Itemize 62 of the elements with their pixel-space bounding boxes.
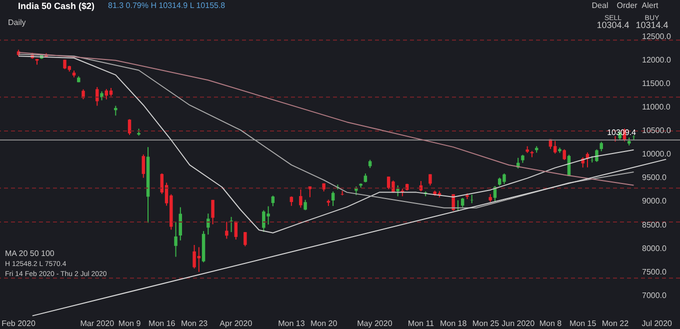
x-tick-label: Mon 16 (148, 319, 176, 328)
candlestick (174, 221, 178, 258)
candlestick (114, 105, 118, 116)
x-tick-label: Mon 15 (570, 319, 597, 328)
y-tick-label: 11000.0 (642, 102, 671, 112)
x-tick-label: Mon 25 (472, 319, 500, 328)
y-tick-label: 10000.0 (642, 150, 672, 159)
candlestick (206, 213, 210, 236)
candlestick (396, 184, 400, 197)
candlestick (553, 140, 557, 154)
candlestick (142, 154, 146, 178)
y-tick-label: 7500.0 (642, 267, 668, 276)
candlestick (290, 196, 294, 206)
chart-subtitle: 81.3 0.79% H 10314.9 L 10155.8 (108, 1, 226, 10)
candlestick (82, 88, 85, 100)
candlestick (230, 216, 233, 233)
x-tick-label: Mon 22 (602, 319, 630, 328)
x-tick-label: Jul 2020 (642, 319, 673, 328)
candlestick (104, 88, 108, 100)
y-tick-label: 12000.0 (642, 55, 672, 64)
candlestick (304, 199, 307, 211)
x-tick-label: Feb 2020 (2, 319, 36, 328)
candlestick (460, 198, 464, 208)
annotation: 10314.4 (636, 20, 668, 30)
x-tick-label: Mon 13 (278, 319, 306, 328)
candlestick (211, 199, 214, 225)
x-tick-label: Apr 2020 (220, 319, 253, 328)
candlestick (225, 221, 228, 240)
chart-title: India 50 Cash ($2) (18, 1, 95, 11)
y-tick-label: 11500.0 (642, 78, 671, 88)
candlestick (244, 232, 247, 247)
y-tick-label: 8000.0 (642, 244, 668, 253)
annotation: 10304.4 (596, 20, 630, 30)
candlestick (96, 86, 99, 106)
annotation: Deal (592, 1, 608, 10)
candlestick (331, 190, 335, 206)
annotation: MA 20 50 100 (5, 249, 55, 258)
candlestick (299, 188, 302, 208)
y-tick-label: 9000.0 (642, 196, 668, 206)
candlestick (428, 174, 432, 186)
annotation: Daily (8, 18, 26, 27)
y-tick-label: 8500.0 (642, 220, 668, 230)
x-tick-label: Mon 11 (408, 319, 435, 328)
candlestick (271, 195, 275, 207)
candlestick (128, 118, 132, 136)
y-tick-label: 12500.0 (642, 32, 672, 41)
x-tick-label: Mon 23 (180, 319, 208, 328)
candlestick (562, 148, 566, 161)
x-tick-label: Mon 9 (118, 319, 142, 328)
annotation: Order (616, 1, 638, 10)
y-tick-label: 9500.0 (642, 173, 668, 182)
x-tick-label: Mar 2020 (80, 319, 115, 328)
y-tick-label: 7000.0 (642, 291, 668, 300)
x-tick-label: Mon 8 (539, 319, 562, 328)
candlestick (600, 141, 603, 152)
line-series (18, 52, 634, 186)
x-tick-label: Jun 2020 (502, 319, 536, 328)
x-tick-label: May 2020 (357, 319, 393, 328)
x-tick-label: Mon 20 (310, 319, 338, 328)
annotation: Alert (642, 1, 659, 10)
y-tick-label: 10500.0 (642, 126, 672, 136)
x-tick-label: Mon 18 (440, 319, 468, 328)
